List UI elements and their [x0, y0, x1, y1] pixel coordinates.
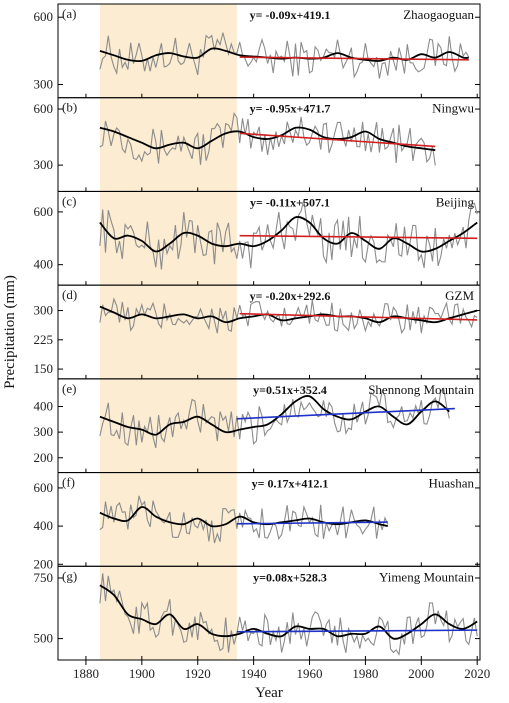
x-tick-label: 1960 [297, 666, 323, 681]
raw-precipitation-line [99, 32, 470, 79]
shaded-period-band [99, 4, 237, 660]
raw-precipitation-line [99, 297, 478, 335]
y-tick-label: 400 [34, 257, 54, 272]
x-tick-label: 2000 [408, 666, 434, 681]
x-tick-label: 1980 [352, 666, 378, 681]
trend-equation: y=0.08x+528.3 [253, 570, 327, 584]
y-tick-label: 150 [34, 361, 54, 376]
trend-line [239, 132, 436, 148]
panel-shennong-mountain: 200 300 400 (e) y=0.51x+352.4 Shennong Mounta… [34, 378, 481, 474]
trend-equation: y=0.51x+352.4 [253, 383, 327, 397]
trend-equation: y= -0.95x+471.7 [250, 102, 331, 116]
panel-gzm: 150 225 300 (d) y= -0.20x+292.6 GZM [34, 284, 481, 380]
y-tick-label: 300 [34, 157, 54, 172]
smoothed-precipitation-line [99, 506, 388, 528]
y-tick-label: 300 [34, 303, 54, 318]
trend-line [239, 56, 469, 61]
smoothed-precipitation-line [99, 395, 450, 436]
x-tick-label: 1940 [241, 666, 267, 681]
y-tick-label: 600 [34, 480, 54, 495]
raw-precipitation-line [99, 112, 436, 166]
y-tick-label: 750 [34, 570, 54, 585]
raw-precipitation-line [99, 199, 478, 270]
trend-line [236, 521, 388, 525]
x-tick-label: 2020 [464, 666, 490, 681]
smoothed-precipitation-line [99, 305, 478, 324]
site-name: Zhaogaoguan [403, 7, 474, 22]
x-axis: 1880 1900 1920 1940 1960 1980 2000 2020 [73, 660, 490, 681]
panel-huashan: 200 400 600 (f) y= 0.17x+412.1 Huashan [34, 472, 481, 571]
smoothed-precipitation-line [99, 216, 478, 253]
y-tick-label: 200 [34, 556, 54, 571]
site-name: Shennong Mountain [368, 382, 474, 397]
panels-group: 300 600 (a) y= -0.09x+419.1 Zhaogaoguan 300 60… [34, 3, 481, 661]
raw-precipitation-line [99, 387, 450, 449]
panel-label: (g) [62, 568, 77, 583]
x-axis-label: Year [255, 685, 283, 701]
x-tick-label: 1920 [185, 666, 211, 681]
panel-label: (c) [62, 193, 76, 208]
panel-label: (a) [62, 6, 76, 21]
y-tick-label: 225 [34, 332, 54, 347]
x-tick-label: 1900 [129, 666, 155, 681]
site-name: Yimeng Mountain [379, 569, 474, 584]
trend-equation: y= -0.11x+507.1 [250, 195, 330, 209]
panel-label: (b) [62, 100, 77, 115]
panel-label: (d) [62, 287, 77, 302]
trend-equation: y= -0.09x+419.1 [250, 8, 331, 22]
trend-line [236, 407, 455, 420]
x-tick-label: 1880 [73, 666, 99, 681]
site-name: GZM [445, 288, 474, 303]
panel-ningwu: 300 600 (b) y= -0.95x+471.7 Ningwu [34, 97, 481, 192]
site-name: Huashan [429, 476, 475, 491]
panel-yimeng-mountain: 500 750 (g) y=0.08x+528.3 Yimeng Mountain [34, 565, 481, 661]
y-tick-label: 500 [34, 631, 54, 646]
y-tick-label: 200 [34, 450, 54, 465]
trend-equation: y= -0.20x+292.6 [250, 289, 331, 303]
y-tick-label: 600 [34, 101, 54, 116]
site-name: Beijing [436, 194, 475, 209]
trend-line [239, 312, 478, 321]
y-tick-label: 300 [34, 424, 54, 439]
y-tick-label: 600 [34, 9, 54, 24]
raw-precipitation-line [99, 573, 478, 656]
smoothed-precipitation-line [99, 126, 436, 152]
y-tick-label: 400 [34, 398, 54, 413]
site-name: Ningwu [432, 101, 474, 116]
panel-frame [57, 565, 481, 661]
y-tick-label: 300 [34, 77, 54, 92]
trend-line [239, 234, 478, 240]
trend-equation: y= 0.17x+412.1 [252, 477, 329, 491]
y-axis-label: Precipitation (mm) [2, 275, 18, 389]
y-tick-label: 600 [34, 204, 54, 219]
panel-label: (e) [62, 381, 76, 396]
y-tick-label: 400 [34, 518, 54, 533]
panel-label: (f) [62, 475, 75, 490]
trend-line [236, 629, 478, 633]
